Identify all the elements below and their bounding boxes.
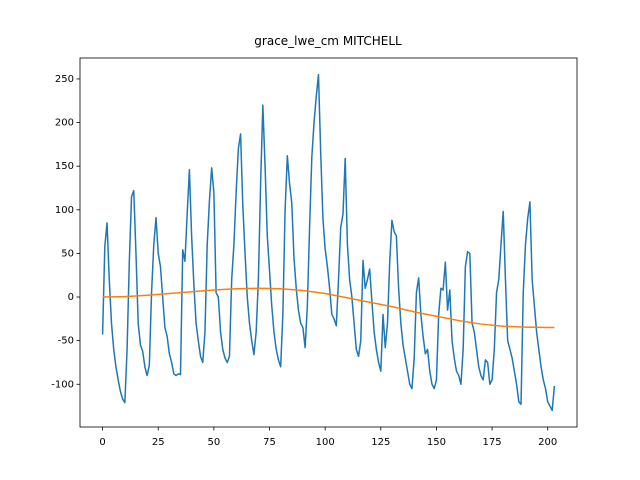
y-tick-label: 100 xyxy=(55,205,74,216)
x-tick-label: 100 xyxy=(316,437,335,448)
x-tick-label: 200 xyxy=(538,437,557,448)
plot-frame xyxy=(79,57,578,428)
y-tick-label: 200 xyxy=(55,118,74,129)
x-tick-label: 150 xyxy=(427,437,446,448)
y-tick-label: 50 xyxy=(61,248,74,259)
y-tick-label: 0 xyxy=(68,292,74,303)
x-tick-label: 0 xyxy=(99,437,105,448)
y-tick-label: 150 xyxy=(55,161,74,172)
series-line xyxy=(101,73,556,412)
x-tick-label: 175 xyxy=(483,437,502,448)
chart-title: grace_lwe_cm MITCHELL xyxy=(254,34,402,48)
x-tick-label: 125 xyxy=(371,437,390,448)
x-tick-label: 50 xyxy=(208,437,221,448)
y-tick-label: -100 xyxy=(51,379,74,390)
series-line xyxy=(102,287,555,329)
y-tick-label: 250 xyxy=(55,74,74,85)
x-tick-label: 75 xyxy=(263,437,276,448)
x-tick-label: 25 xyxy=(152,437,165,448)
y-tick-label: -50 xyxy=(58,336,74,347)
